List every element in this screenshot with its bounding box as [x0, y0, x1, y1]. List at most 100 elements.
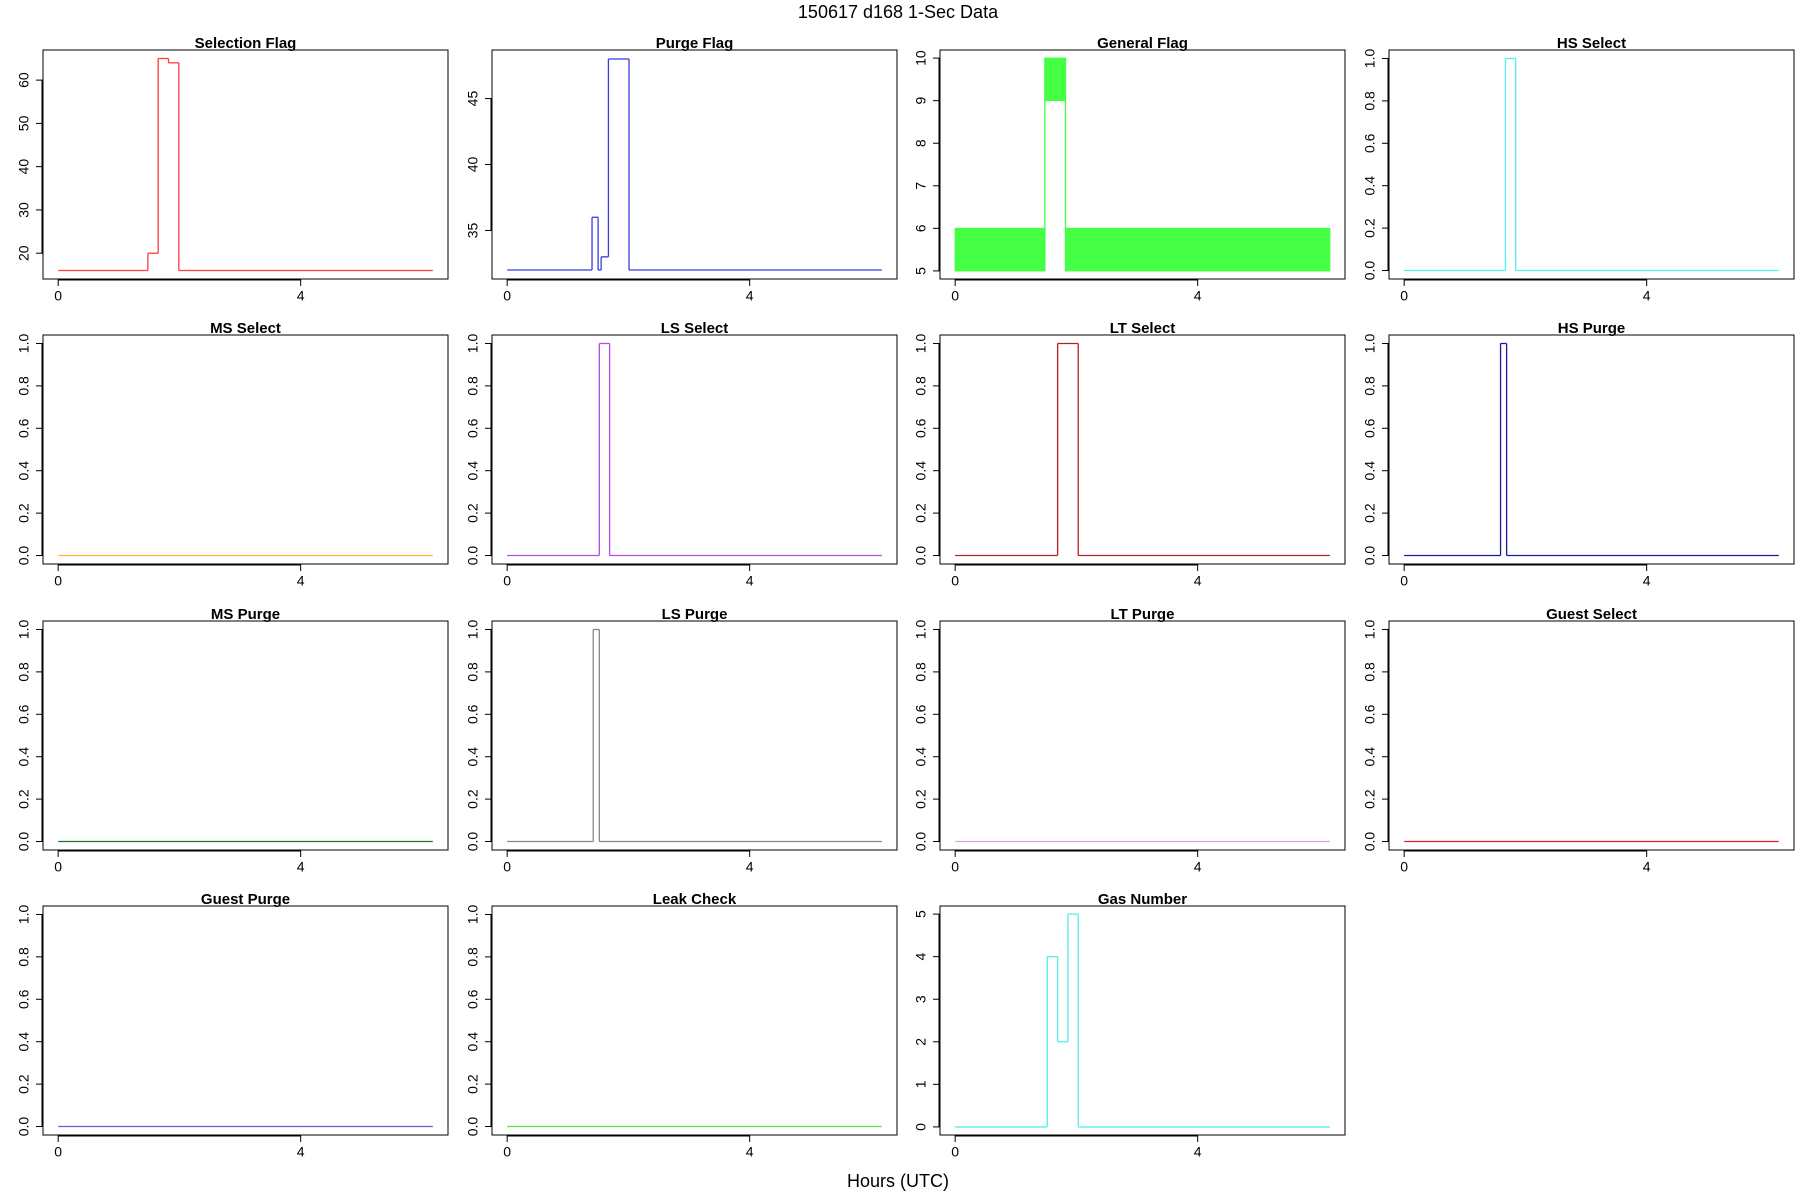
y-tick-label: 8	[913, 139, 929, 147]
plot-frame	[1388, 49, 1795, 280]
x-tick-label: 0	[951, 859, 959, 875]
x-tick-label: 0	[1400, 859, 1408, 875]
plot-frame	[939, 905, 1346, 1136]
y-tick-label: 4	[913, 953, 929, 961]
x-axis-label: Hours (UTC)	[847, 1171, 949, 1191]
y-tick-label: 1.0	[913, 334, 929, 354]
y-tick-label: 0.8	[16, 662, 32, 682]
y-tick-label: 0.6	[1362, 704, 1378, 724]
y-tick-label: 60	[16, 72, 32, 88]
y-tick-label: 0.6	[16, 418, 32, 438]
x-tick-label: 4	[1194, 288, 1202, 304]
y-tick-label: 0.8	[465, 947, 481, 967]
y-tick-label: 1.0	[1362, 49, 1378, 69]
x-tick-label: 4	[1643, 859, 1651, 875]
flag-band	[954, 227, 1046, 272]
y-tick-label: 0.2	[1362, 503, 1378, 523]
plot-frame	[939, 334, 1346, 565]
y-tick-label: 0.2	[16, 789, 32, 809]
x-tick-label: 0	[951, 288, 959, 304]
plot-frame	[1388, 334, 1795, 565]
panel-title: LS Select	[661, 320, 729, 337]
x-tick-label: 0	[503, 859, 511, 875]
x-tick-label: 0	[54, 288, 62, 304]
x-tick-label: 0	[54, 859, 62, 875]
flag-band	[1065, 227, 1331, 272]
x-tick-label: 4	[746, 573, 754, 589]
y-tick-label: 0.6	[16, 704, 32, 724]
plot-frame	[491, 334, 898, 565]
panel-title: MS Select	[210, 320, 281, 337]
panel-title: MS Purge	[211, 606, 280, 623]
y-tick-label: 0.2	[16, 1074, 32, 1094]
x-tick-label: 0	[503, 573, 511, 589]
plot-frame	[939, 49, 1346, 280]
y-tick-label: 0.0	[16, 546, 32, 566]
x-tick-label: 0	[503, 1144, 511, 1160]
panel-title: Selection Flag	[195, 35, 297, 52]
y-tick-label: 0.0	[913, 546, 929, 566]
y-tick-label: 0.2	[1362, 218, 1378, 238]
y-tick-label: 0.6	[465, 989, 481, 1009]
panel-title: Leak Check	[653, 891, 737, 908]
x-tick-label: 0	[54, 1144, 62, 1160]
y-tick-label: 0.8	[465, 662, 481, 682]
y-tick-label: 45	[465, 91, 481, 107]
y-tick-label: 5	[913, 910, 929, 918]
plot-frame	[42, 905, 449, 1136]
x-tick-label: 4	[1194, 859, 1202, 875]
y-tick-label: 0.0	[16, 832, 32, 852]
x-tick-label: 0	[503, 288, 511, 304]
panel-title: HS Select	[1557, 35, 1626, 52]
y-tick-label: 0.8	[16, 376, 32, 396]
y-tick-label: 0.6	[1362, 418, 1378, 438]
y-tick-label: 0.4	[1362, 461, 1378, 481]
y-tick-label: 0.4	[465, 461, 481, 481]
y-tick-label: 0.2	[1362, 789, 1378, 809]
y-tick-label: 1.0	[465, 620, 481, 640]
plot-frame	[491, 905, 898, 1136]
x-tick-label: 0	[54, 573, 62, 589]
y-tick-label: 1.0	[465, 905, 481, 925]
y-tick-label: 0.8	[1362, 91, 1378, 111]
y-tick-label: 0.2	[465, 789, 481, 809]
y-tick-label: 6	[913, 224, 929, 232]
plot-frame	[42, 334, 449, 565]
y-tick-label: 0.0	[465, 546, 481, 566]
y-tick-label: 0.8	[913, 376, 929, 396]
x-tick-label: 4	[1643, 288, 1651, 304]
x-tick-label: 0	[1400, 573, 1408, 589]
y-tick-label: 0.4	[913, 461, 929, 481]
y-tick-label: 0.0	[1362, 832, 1378, 852]
plot-frame	[42, 620, 449, 851]
y-tick-label: 9	[913, 97, 929, 105]
panel-title: General Flag	[1097, 35, 1188, 52]
panel-title: Guest Select	[1546, 606, 1637, 623]
y-tick-label: 1.0	[16, 905, 32, 925]
x-tick-label: 0	[1400, 288, 1408, 304]
y-tick-label: 0.4	[465, 747, 481, 767]
panel-title: Guest Purge	[201, 891, 290, 908]
panel-title: LT Select	[1110, 320, 1176, 337]
y-tick-label: 0.0	[1362, 546, 1378, 566]
y-tick-label: 0.4	[913, 747, 929, 767]
y-tick-label: 0.2	[465, 503, 481, 523]
x-tick-label: 4	[746, 288, 754, 304]
y-tick-label: 0.6	[465, 418, 481, 438]
y-tick-label: 50	[16, 115, 32, 131]
plot-frame	[939, 620, 1346, 851]
plot-frame	[1388, 620, 1795, 851]
flag-band	[1044, 57, 1067, 102]
panel-title: LS Purge	[662, 606, 728, 623]
y-tick-label: 1.0	[16, 620, 32, 640]
y-tick-label: 0.4	[1362, 176, 1378, 196]
y-tick-label: 0.2	[465, 1074, 481, 1094]
y-tick-label: 1.0	[1362, 334, 1378, 354]
x-tick-label: 4	[1194, 573, 1202, 589]
y-tick-label: 0.4	[1362, 747, 1378, 767]
figure-title: 150617 d168 1-Sec Data	[798, 2, 999, 22]
x-tick-label: 4	[1194, 1144, 1202, 1160]
y-tick-label: 0.4	[16, 461, 32, 481]
y-tick-label: 0	[913, 1123, 929, 1131]
